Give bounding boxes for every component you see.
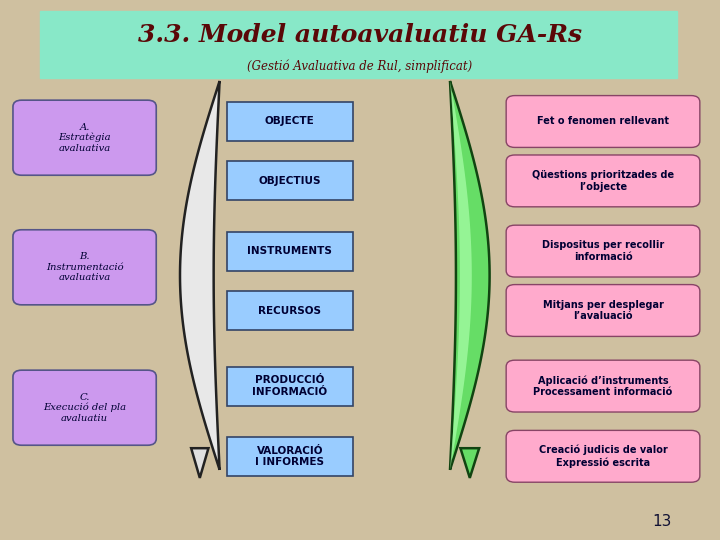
FancyBboxPatch shape [506,430,700,482]
Text: VALORACIÓ
I INFORMES: VALORACIÓ I INFORMES [256,446,324,467]
FancyBboxPatch shape [227,291,353,330]
FancyBboxPatch shape [506,225,700,277]
Polygon shape [180,81,220,470]
Text: Aplicació d’instruments
Processament informació: Aplicació d’instruments Processament inf… [534,375,672,397]
FancyBboxPatch shape [227,232,353,271]
FancyBboxPatch shape [227,367,353,406]
Text: OBJECTIUS: OBJECTIUS [258,176,321,186]
Text: OBJECTE: OBJECTE [265,117,315,126]
Polygon shape [461,448,480,478]
FancyBboxPatch shape [506,285,700,336]
FancyBboxPatch shape [13,370,156,445]
Text: 3.3. Model autoavaluatiu GA-Rs: 3.3. Model autoavaluatiu GA-Rs [138,23,582,47]
Text: RECURSOS: RECURSOS [258,306,321,315]
FancyBboxPatch shape [13,100,156,175]
Text: C.
Execució del pla
avaluatiu: C. Execució del pla avaluatiu [43,393,126,423]
Text: Dispositus per recollir
informació: Dispositus per recollir informació [542,240,664,262]
Text: A.
Estratègia
avaluativa: A. Estratègia avaluativa [58,123,111,153]
FancyBboxPatch shape [506,360,700,412]
Polygon shape [450,81,472,470]
FancyBboxPatch shape [506,96,700,147]
Text: B.
Instrumentació
avaluativa: B. Instrumentació avaluativa [46,252,123,282]
Text: Fet o fenomen rellevant: Fet o fenomen rellevant [537,117,669,126]
FancyBboxPatch shape [227,161,353,200]
Text: Creació judicis de valor
Expressió escrita: Creació judicis de valor Expressió escri… [539,445,667,468]
FancyBboxPatch shape [227,102,353,141]
Polygon shape [191,448,209,478]
Text: INSTRUMENTS: INSTRUMENTS [248,246,332,256]
FancyBboxPatch shape [227,437,353,476]
FancyBboxPatch shape [13,230,156,305]
Text: 13: 13 [653,514,672,529]
Text: Qüestions prioritzades de
l’objecte: Qüestions prioritzades de l’objecte [532,170,674,192]
FancyBboxPatch shape [40,11,677,78]
FancyBboxPatch shape [506,155,700,207]
Text: Mitjans per desplegar
l’avaluació: Mitjans per desplegar l’avaluació [543,300,663,321]
Text: PRODUCCIÓ
INFORMACIÓ: PRODUCCIÓ INFORMACIÓ [252,375,328,397]
Text: (Gestió Avaluativa de Rul, simplificat): (Gestió Avaluativa de Rul, simplificat) [248,59,472,72]
Polygon shape [450,81,490,470]
